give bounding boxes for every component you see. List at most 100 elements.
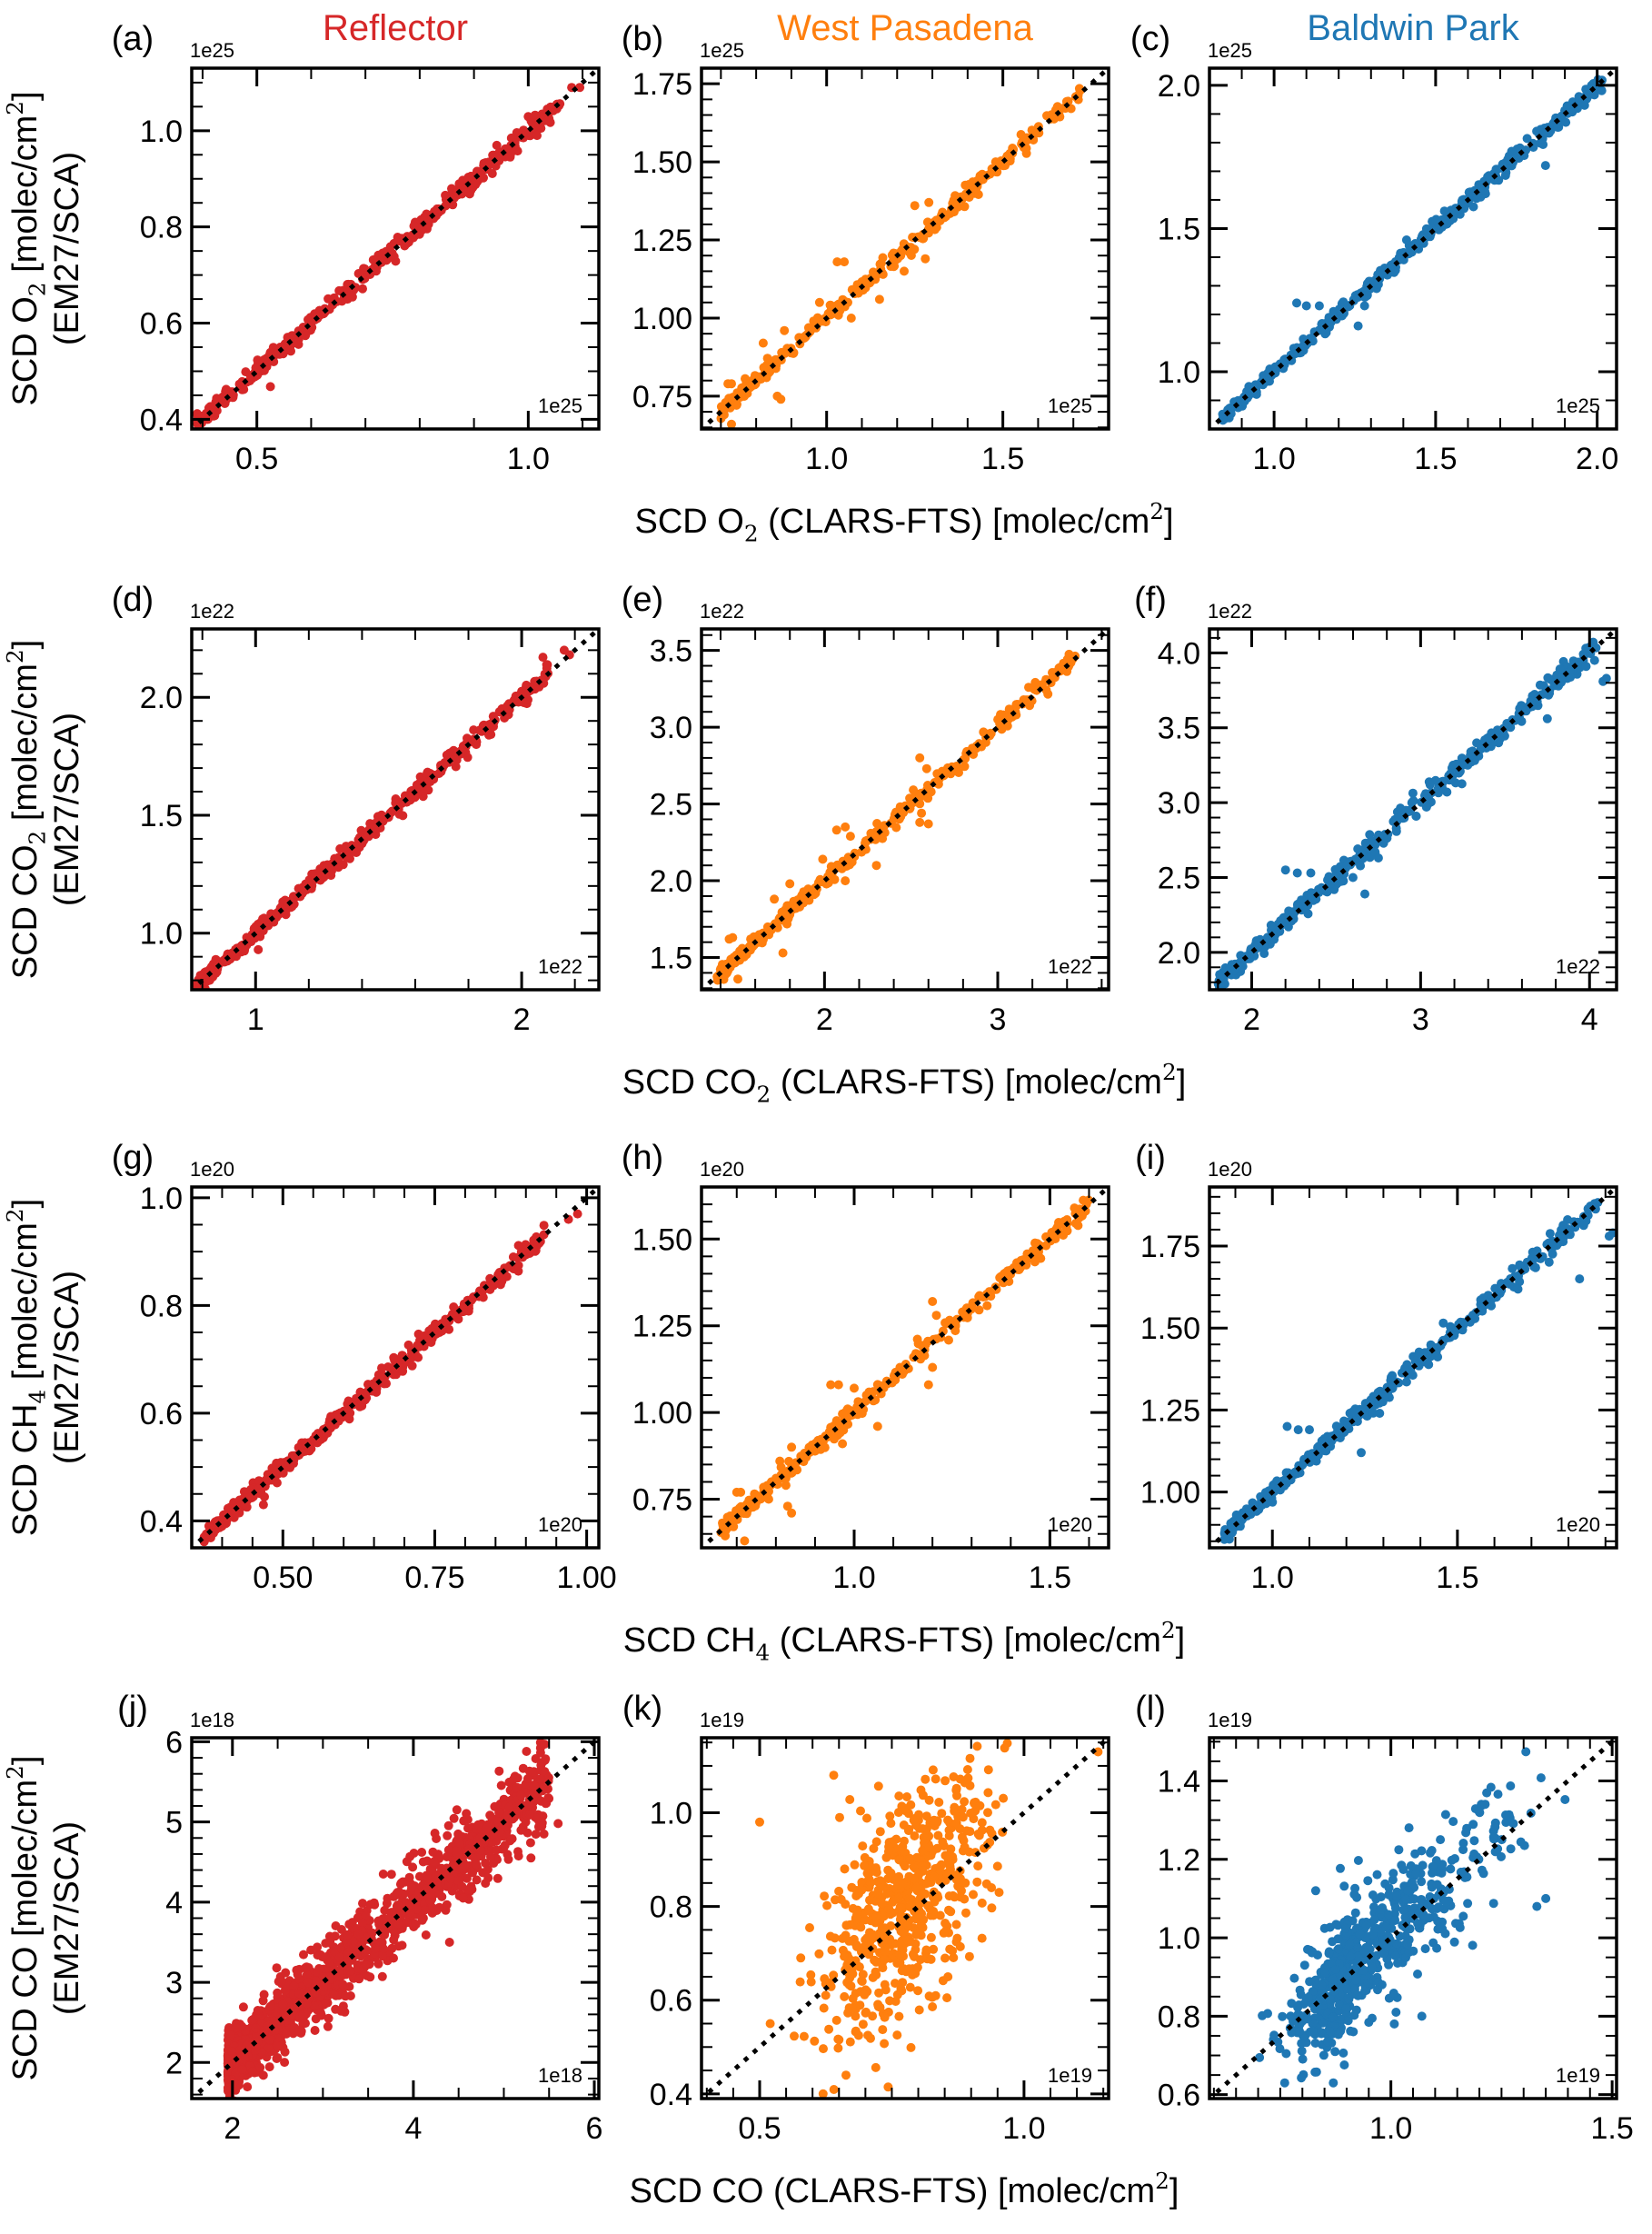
data-point — [913, 1339, 923, 1349]
data-point — [1513, 1284, 1523, 1294]
data-point — [380, 1905, 390, 1915]
data-point-outlier — [1542, 713, 1552, 723]
one-to-one-line — [702, 68, 1109, 429]
y-axis-label-row-2: SCD CO2 [molec/cm2] — [2, 640, 51, 980]
ticks — [192, 68, 599, 429]
data-point-outlier — [910, 201, 920, 211]
data-point-outlier — [841, 876, 851, 886]
data-point — [996, 710, 1005, 720]
data-point-outlier — [923, 1380, 933, 1390]
data-point — [1326, 1441, 1336, 1451]
data-point — [310, 2026, 320, 2035]
data-point — [534, 120, 544, 130]
y-tick-label: 1.00 — [632, 1396, 692, 1431]
data-point — [420, 213, 429, 222]
data-point — [426, 1338, 436, 1347]
data-point — [866, 828, 876, 838]
data-point — [762, 354, 772, 364]
data-point — [783, 914, 793, 924]
data-point-outlier — [931, 1311, 941, 1321]
data-point-outlier — [838, 1439, 848, 1449]
data-point — [1466, 747, 1476, 757]
data-point — [299, 886, 309, 896]
data-point — [930, 224, 940, 234]
data-point — [304, 314, 313, 324]
data-point — [272, 1963, 282, 1973]
y-axis-offset-text: 1e25 — [190, 39, 234, 62]
data-point — [417, 225, 427, 235]
data-point — [1348, 873, 1358, 883]
data-point — [403, 1340, 413, 1350]
y-tick-label: 3.5 — [1158, 712, 1200, 746]
data-point-outlier — [872, 1421, 882, 1431]
y-axis-offset-text: 1e18 — [190, 1709, 234, 1731]
data-point-outlier — [1301, 301, 1311, 311]
data-point — [1408, 788, 1418, 798]
column-title-west-pasadena: West Pasadena — [777, 8, 1033, 48]
data-point-outlier — [924, 197, 934, 207]
x-tick-label: 1.5 — [1414, 442, 1457, 476]
data-point — [431, 1319, 440, 1329]
data-point-outlier — [572, 1209, 582, 1219]
x-tick-label: 1.0 — [1251, 1561, 1294, 1595]
y-tick-label: 1.25 — [632, 224, 692, 258]
data-point — [360, 264, 370, 274]
scatter-series-reflector — [193, 83, 585, 429]
data-point — [331, 1921, 341, 1930]
data-point-outlier — [843, 297, 852, 307]
data-point-outlier — [915, 817, 925, 827]
data-point — [777, 907, 787, 917]
data-point-outlier — [921, 763, 931, 773]
data-point — [871, 834, 881, 844]
data-point — [1005, 154, 1015, 164]
data-point — [1048, 668, 1057, 677]
one-to-one-line — [192, 68, 599, 429]
ticks — [191, 1187, 599, 1549]
data-point — [1508, 1263, 1518, 1273]
x-axis-label-row-1: SCD O2 (CLARS-FTS) [molec/cm2] — [634, 498, 1173, 547]
y-axis-offset-text: 1e20 — [700, 1158, 744, 1181]
data-point-outlier — [923, 819, 933, 829]
data-point — [982, 1301, 992, 1311]
data-point — [1070, 1203, 1080, 1213]
data-point — [375, 1371, 385, 1381]
data-point — [1062, 1215, 1072, 1224]
one-to-one-line — [702, 1187, 1109, 1548]
panel-c: (c) 1e25 1e25 1.0 1.5 2.0 1.0 1.5 2.0 — [1130, 20, 1618, 476]
y-tick-label: 2.0 — [140, 681, 183, 715]
data-point — [1259, 949, 1269, 959]
data-point — [890, 261, 900, 271]
x-axis-label-row-3: SCD CH4 (CLARS-FTS) [molec/cm2] — [623, 1617, 1185, 1666]
data-point-outlier — [1589, 655, 1599, 665]
data-point — [227, 392, 237, 402]
data-point — [249, 923, 259, 933]
data-point — [496, 1780, 506, 1790]
data-point — [343, 851, 353, 861]
y-tick-label: 1.0 — [140, 917, 183, 952]
data-point-outlier — [1401, 235, 1411, 244]
data-point — [1468, 1311, 1478, 1320]
data-point — [1279, 354, 1289, 364]
data-point-outlier — [740, 1536, 750, 1546]
panel-label: (a) — [112, 20, 154, 58]
data-point — [437, 1326, 447, 1336]
data-point — [835, 1428, 845, 1438]
x-tick-label: 2 — [513, 1002, 531, 1037]
data-point — [244, 937, 254, 947]
data-point — [503, 701, 513, 711]
data-point-outlier — [254, 944, 264, 954]
data-point — [1253, 941, 1263, 951]
y-tick-label: 1.50 — [632, 145, 692, 180]
y-axis-label-instrument-row-1: (EM27/SCA) — [48, 152, 86, 345]
data-point — [1466, 187, 1476, 197]
data-point — [423, 219, 433, 229]
data-point — [944, 1335, 953, 1345]
y-axis-offset-text: 1e20 — [1208, 1158, 1252, 1181]
y-tick-label: 1.0 — [140, 115, 183, 149]
x-axis-offset-text: 1e22 — [1048, 955, 1092, 978]
x-tick-label: 2.0 — [1576, 442, 1618, 476]
x-axis-offset-text: 1e20 — [1556, 1513, 1600, 1536]
panel-label: (e) — [622, 581, 663, 619]
data-point — [1530, 1262, 1540, 1272]
